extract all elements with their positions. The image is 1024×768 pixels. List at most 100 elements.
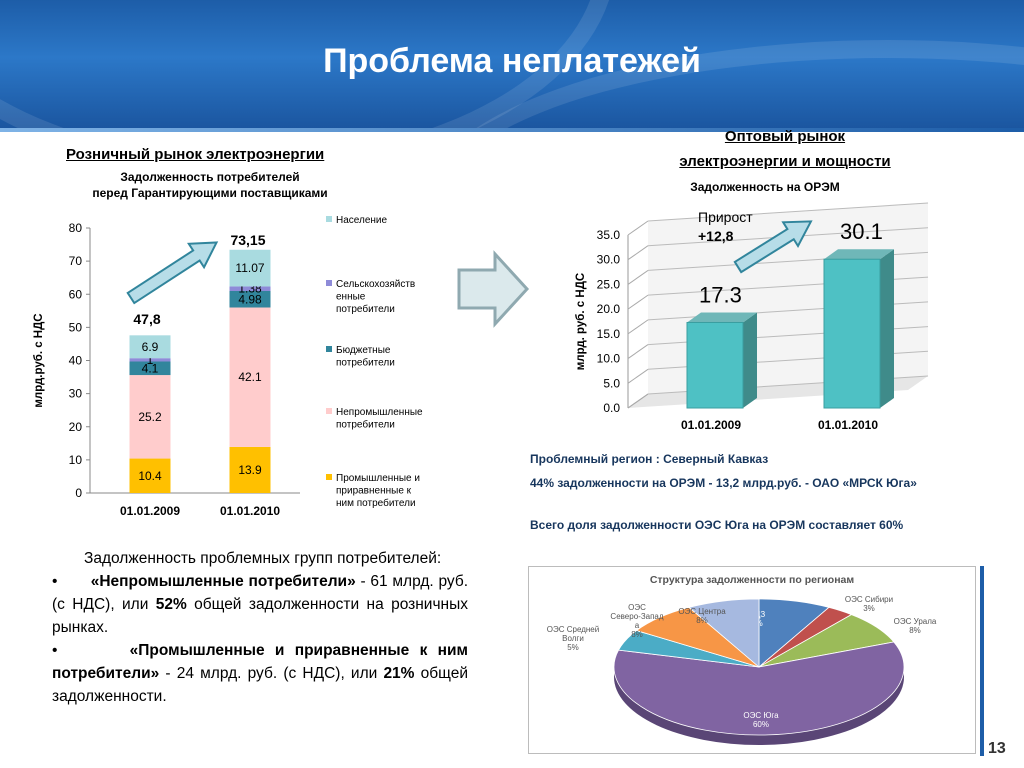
pie-slice: [613, 641, 905, 736]
y-tick-label: 30.0: [597, 253, 621, 267]
legend-label: Сельскохозяйств: [336, 279, 415, 290]
bullet-2: • «Промышленные и приравненные к ним пот…: [52, 639, 468, 708]
y-tick-label: 0.0: [603, 401, 620, 415]
legend-label: потребители: [336, 357, 395, 369]
retail-stacked-bar-chart: 0 10 20 30 40 50 60 70 80 млрд.руб. с НДС 10.4 25.2…: [33, 215, 423, 518]
wholesale-subtitle: Задолженность на ОРЭМ: [690, 180, 840, 194]
bar-segment: [129, 375, 171, 459]
data-label: 11.07: [235, 261, 264, 275]
y-tick-label: 40: [69, 354, 83, 368]
pie-slice-label: ОЭС Центра: [678, 607, 726, 616]
y-axis-title: млрд.руб. с НДС: [33, 313, 45, 407]
y-tick-label: 50: [69, 320, 83, 334]
note-total: Всего доля задолженности ОЭС Юга на ОРЭМ…: [530, 518, 904, 532]
x-tick-label: 01.01.2009: [120, 504, 180, 518]
legend-label: приравненные к: [336, 486, 412, 497]
growth-arrow-shape: [126, 241, 219, 305]
y-tick-label: 5.0: [603, 376, 620, 390]
bar-segment: [229, 446, 271, 493]
bottom-text: Задолженность проблемных групп потребите…: [52, 547, 468, 708]
y-tick-label: 80: [69, 221, 83, 235]
y-tick-label: 10: [69, 453, 83, 467]
legend-label: Промышленные и: [336, 473, 420, 484]
pie-slice-value: 60%: [753, 720, 769, 729]
pie-slice-label: ОЭС Средней: [547, 625, 599, 634]
bar-top: [687, 312, 757, 323]
bar: [686, 321, 744, 409]
data-label: 10.4: [138, 469, 162, 483]
y-tick-label: 0: [75, 486, 82, 500]
bar-segment: [129, 458, 171, 493]
pie-slice-value: 8%: [631, 630, 643, 639]
y-tick-label: 70: [69, 254, 83, 268]
pie-slice-label: ОЭС Юга: [743, 711, 779, 720]
pie-slice-label: ОЭС Сибири: [845, 595, 893, 604]
slide-header: Проблема неплатежей: [0, 0, 1024, 128]
bar-segment: [229, 307, 271, 447]
total-2010-label: 73,15: [230, 232, 265, 248]
gridline-depth: [627, 245, 649, 261]
data-label: 42.1: [238, 370, 262, 384]
bar-segment: [129, 361, 171, 376]
y-tick-label: 20: [69, 420, 83, 434]
y-tick-label: 25.0: [597, 277, 621, 291]
legend-swatch: [326, 474, 332, 480]
growth-label: Прирост: [698, 209, 753, 225]
bottom-intro: Задолженность проблемных групп потребите…: [84, 550, 442, 567]
pie-slice-value: 5%: [567, 643, 579, 652]
legend-label: енные: [336, 292, 366, 303]
legend-label: Население: [336, 215, 388, 226]
x-tick-label: 01.01.2010: [220, 504, 280, 518]
bullet-1-pct: 52%: [155, 596, 187, 613]
note-region: Проблемный регион : Северный Кавказ: [530, 452, 769, 466]
pie-slice-label: Волги: [562, 634, 584, 643]
x-tick-label: 01.01.2009: [681, 418, 741, 432]
pie-slice-label: а: [635, 621, 640, 630]
retail-subtitle-2: перед Гарантирующими поставщиками: [92, 186, 328, 200]
y-tick-label: 20.0: [597, 302, 621, 316]
wholesale-3d-bar-chart: 0.0 5.0 10.0 15.0 20.0 25.0 30.0 35.0 млрд. руб.…: [575, 202, 929, 432]
bullet-1-mid: - 61 млрд. руб. (с НДС), или: [52, 573, 468, 613]
gridline-depth: [627, 294, 649, 310]
bar-segment: [229, 249, 271, 287]
gridline: [647, 202, 929, 222]
bar: [823, 258, 881, 409]
retail-heading: Розничный рынок электроэнергии: [66, 146, 325, 163]
legend-swatch: [326, 346, 332, 352]
pie-slice-value: 8%: [696, 616, 708, 625]
data-label: 25.2: [138, 410, 162, 424]
bullet-1: • «Непромышленные потребители» - 61 млрд…: [52, 570, 468, 639]
gridline-depth: [627, 393, 649, 409]
gridline-depth: [627, 220, 649, 236]
bullet-2-bold: «Промышленные и приравненные к ним потре…: [52, 642, 468, 682]
data-label: 17.3: [699, 282, 742, 307]
big-right-arrow: [457, 250, 530, 328]
wholesale-heading-1: Оптовый рынок: [724, 128, 846, 145]
legend-swatch: [326, 408, 332, 414]
y-axis-title: млрд. руб. с НДС: [575, 273, 587, 370]
page-number: 13: [988, 740, 1006, 757]
wholesale-heading-2: электроэнергии и мощности: [679, 153, 891, 170]
gridline-depth: [627, 368, 649, 384]
legend-swatch: [326, 216, 332, 222]
legend-label: Непромышленные: [336, 407, 423, 418]
bullet-1-end: общей задолженности на розничных рынках.: [52, 596, 468, 636]
legend-label: ним потребители: [336, 497, 416, 509]
bar-segment: [229, 291, 271, 308]
total-2009-label: 47,8: [133, 311, 160, 327]
bar-segment: [229, 286, 271, 292]
pie-slice-label: ОЭС: [628, 603, 646, 612]
data-label: 1: [147, 353, 154, 367]
x-tick-label: 01.01.2010: [818, 418, 878, 432]
bullet-marker: •: [52, 642, 130, 659]
data-label: 6.9: [142, 340, 159, 354]
note-share: 44% задолженности на ОРЭМ - 13,2 млрд.ру…: [530, 476, 917, 490]
big-right-arrow-shape: [457, 250, 530, 328]
y-tick-label: 10.0: [597, 352, 621, 366]
gridline-depth: [627, 319, 649, 335]
y-tick-label: 60: [69, 287, 83, 301]
pie-slice-label: ОЭС Урала: [894, 617, 937, 626]
pie-title: Структура задолженности по регионам: [650, 574, 855, 586]
bullet-2-end: общей задолженности.: [52, 665, 468, 705]
y-tick-label: 15.0: [597, 327, 621, 341]
